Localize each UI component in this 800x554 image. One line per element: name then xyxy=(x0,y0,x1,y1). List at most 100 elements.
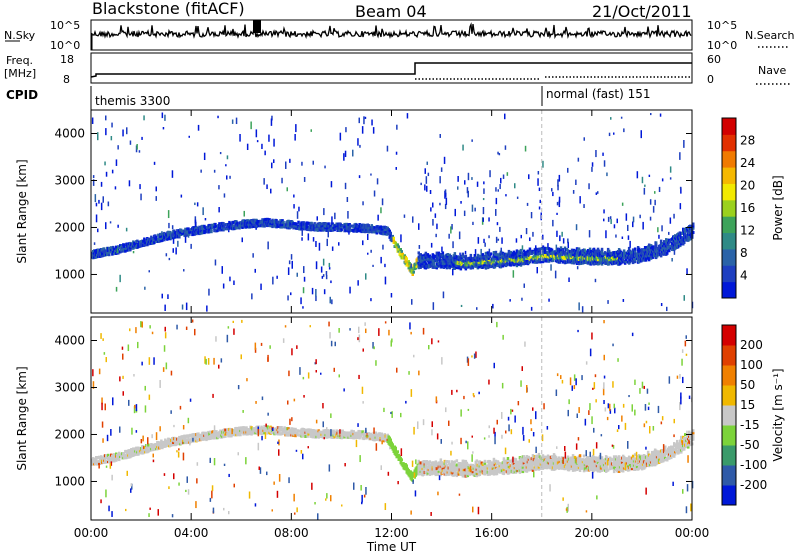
range-cell xyxy=(421,260,424,264)
range-cell xyxy=(444,462,448,466)
scatter-echo xyxy=(102,196,104,203)
range-cell xyxy=(422,256,426,259)
scatter-echo xyxy=(654,191,656,194)
range-cell xyxy=(541,454,545,458)
range-cell xyxy=(309,428,312,432)
range-cell xyxy=(280,426,283,429)
scatter-echo xyxy=(100,181,103,187)
range-cell xyxy=(541,466,545,470)
range-cell xyxy=(246,219,249,223)
range-cell xyxy=(667,247,670,251)
range-cell xyxy=(110,250,113,254)
range-cell xyxy=(495,472,499,476)
range-cell xyxy=(144,243,147,247)
range-cell xyxy=(282,428,285,432)
range-cell xyxy=(186,233,189,237)
scatter-echo xyxy=(270,188,272,194)
nsky-strip-frame xyxy=(90,19,693,51)
scatter-echo xyxy=(434,213,437,218)
range-cell xyxy=(139,449,142,453)
scatter-echo xyxy=(328,262,331,267)
colorbar-segment xyxy=(722,134,736,152)
scatter-echo xyxy=(502,174,505,179)
range-cell xyxy=(666,251,669,255)
range-cell xyxy=(498,468,502,472)
range-cell xyxy=(380,432,383,436)
cpid-segment-0: themis 3300 xyxy=(95,94,170,108)
scatter-echo xyxy=(339,132,342,141)
nave-tick-bottom: 0 xyxy=(707,73,714,86)
scatter-echo xyxy=(330,280,332,284)
range-cell xyxy=(170,441,173,444)
range-cell xyxy=(434,464,438,468)
range-cell xyxy=(133,453,136,457)
range-cell xyxy=(647,243,651,247)
range-cell xyxy=(514,458,518,462)
scatter-echo xyxy=(318,242,321,251)
range-cell xyxy=(487,257,491,260)
range-cell xyxy=(434,473,438,477)
range-cell xyxy=(684,238,687,242)
scatter-echo xyxy=(457,186,459,190)
nave-trace xyxy=(415,76,692,80)
scatter-echo xyxy=(155,186,157,192)
range-cell xyxy=(327,429,330,433)
range-cell xyxy=(528,260,532,264)
range-cell xyxy=(675,241,678,245)
range-cell xyxy=(494,463,498,467)
range-cell xyxy=(178,235,181,239)
range-cell xyxy=(240,426,243,430)
range-cell xyxy=(512,461,516,465)
range-cell xyxy=(465,461,469,465)
range-cell xyxy=(283,426,286,430)
range-cell xyxy=(286,224,289,228)
freq-label: Freq. xyxy=(6,54,33,67)
scatter-echo xyxy=(117,224,119,228)
range-cell xyxy=(335,429,338,433)
scatter-echo xyxy=(603,209,605,214)
range-cell xyxy=(378,432,381,436)
range-cell xyxy=(510,254,514,258)
y-tick-label: 2000 xyxy=(54,220,85,234)
range-cell xyxy=(582,469,586,473)
range-cell xyxy=(455,266,459,270)
range-cell xyxy=(437,253,441,257)
scatter-echo xyxy=(406,113,409,119)
range-cell xyxy=(580,466,584,470)
scatter-echo xyxy=(267,241,269,250)
range-cell xyxy=(465,257,469,261)
scatter-echo xyxy=(621,236,624,239)
scatter-echo xyxy=(595,192,598,195)
range-cell xyxy=(181,229,184,233)
range-cell xyxy=(515,251,519,255)
scatter-echo xyxy=(260,283,262,290)
range-cell xyxy=(417,459,420,463)
range-cell xyxy=(507,249,511,253)
range-cell xyxy=(571,253,575,257)
scatter-echo xyxy=(225,164,227,167)
range-cell xyxy=(537,452,541,456)
scatter-echo xyxy=(659,113,662,117)
range-cell xyxy=(446,261,450,265)
scatter-echo xyxy=(331,246,334,251)
range-cell xyxy=(385,232,388,236)
scatter-echo xyxy=(601,257,604,264)
scatter-echo xyxy=(296,211,299,219)
range-cell xyxy=(279,219,282,223)
scatter-echo xyxy=(95,202,98,207)
range-cell xyxy=(201,226,204,230)
range-cell xyxy=(607,262,611,266)
scatter-echo xyxy=(357,138,359,146)
scatter-echo xyxy=(525,228,528,235)
range-cell xyxy=(118,246,121,250)
scatter-echo xyxy=(370,173,372,176)
range-cell xyxy=(535,456,539,460)
range-cell xyxy=(612,455,616,459)
scatter-echo xyxy=(648,174,651,177)
scatter-echo xyxy=(561,231,563,237)
scatter-echo xyxy=(445,197,448,205)
scatter-echo xyxy=(153,161,156,165)
range-cell xyxy=(654,245,658,249)
range-cell xyxy=(522,258,526,261)
